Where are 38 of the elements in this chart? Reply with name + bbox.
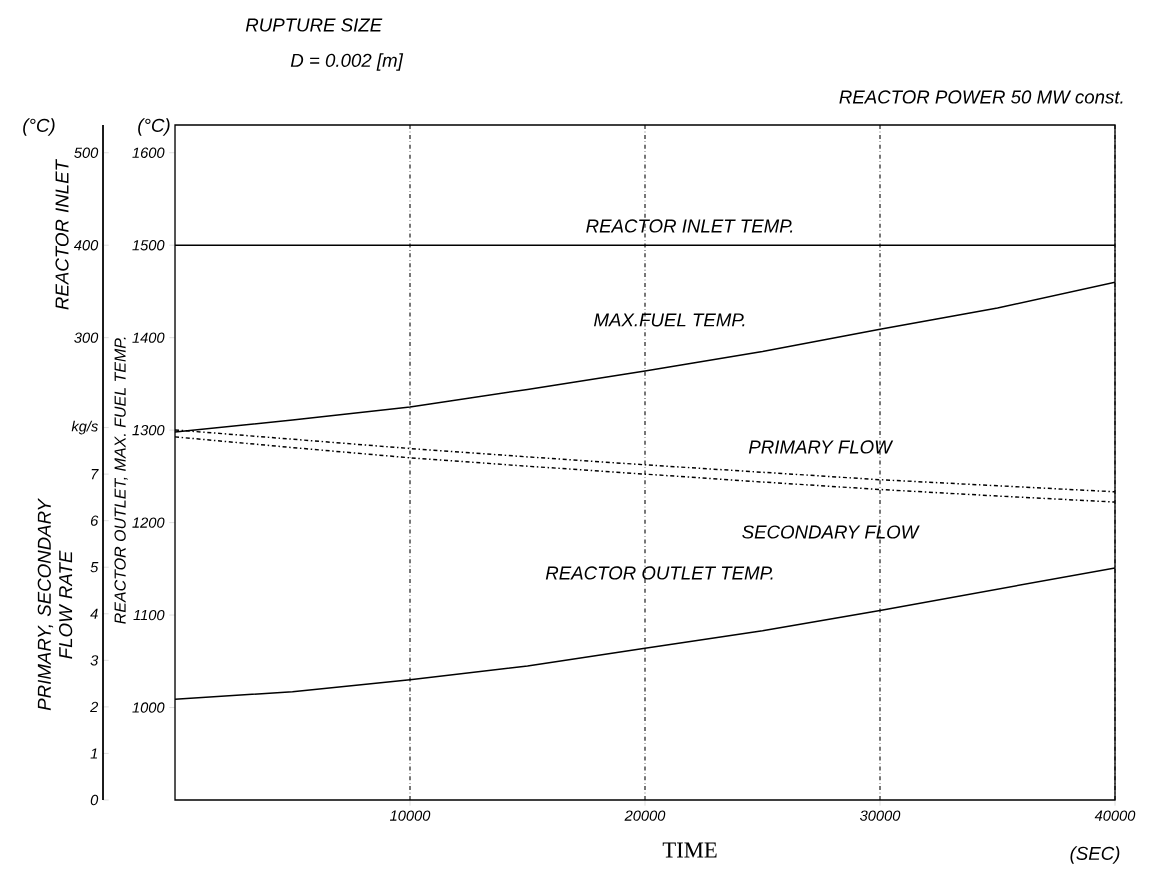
text: (°C): [23, 118, 55, 136]
text: (°C): [138, 118, 170, 136]
x-tick-label: 30000: [859, 810, 901, 821]
y3-tick-label: 500: [74, 147, 99, 158]
y-tick-label: 1000: [132, 702, 165, 713]
series-label: PRIMARY FLOW: [748, 440, 894, 454]
y2-axis-title: PRIMARY, SECONDARY FLOW RATE: [37, 498, 73, 711]
series-label: MAX.FUEL TEMP.: [593, 313, 745, 327]
x-tick-label: 20000: [624, 810, 666, 821]
y-tick-label: 1200: [132, 517, 165, 528]
y2-tick-label: 6: [90, 515, 99, 526]
y2-tick-label: 5: [90, 562, 99, 573]
y-axis-title: REACTOR OUTLET, MAX. FUEL TEMP.: [114, 337, 128, 624]
y-tick-label: 1400: [132, 332, 165, 343]
y2-tick-label: kg/s: [71, 420, 98, 435]
chart-title: RUPTURE SIZE: [245, 18, 383, 32]
text: REACTOR POWER 50 MW const.: [839, 90, 1123, 104]
y-tick-label: 1100: [133, 609, 165, 621]
y3-axis-title: REACTOR INLET: [55, 158, 69, 310]
chart-subtitle: D = 0.002 [m]: [290, 53, 404, 71]
y3-tick-label: 300: [74, 332, 99, 343]
x-tick-label: 40000: [1094, 810, 1136, 821]
x-tick-label: 10000: [389, 810, 431, 821]
series-label: SECONDARY FLOW: [742, 525, 920, 539]
y2-tick-label: 2: [90, 701, 99, 712]
y2-tick-label: 7: [91, 469, 99, 480]
y2-tick-label: 1: [90, 748, 98, 759]
y2-tick-label: 4: [90, 608, 98, 619]
text: (SEC): [1070, 846, 1120, 864]
y3-tick-label: 400: [73, 240, 99, 251]
text: REACTOR OUTLET TEMP.: [545, 566, 773, 580]
series-label: REACTOR INLET TEMP.: [586, 219, 793, 233]
y2-tick-label: 0: [90, 794, 99, 806]
y-tick-label: 1300: [132, 424, 165, 436]
x-axis-title: TIME: [662, 842, 717, 858]
y-tick-label: 1500: [132, 240, 165, 251]
y-tick-label: 1600: [132, 147, 165, 158]
y2-tick-label: 3: [90, 655, 99, 666]
